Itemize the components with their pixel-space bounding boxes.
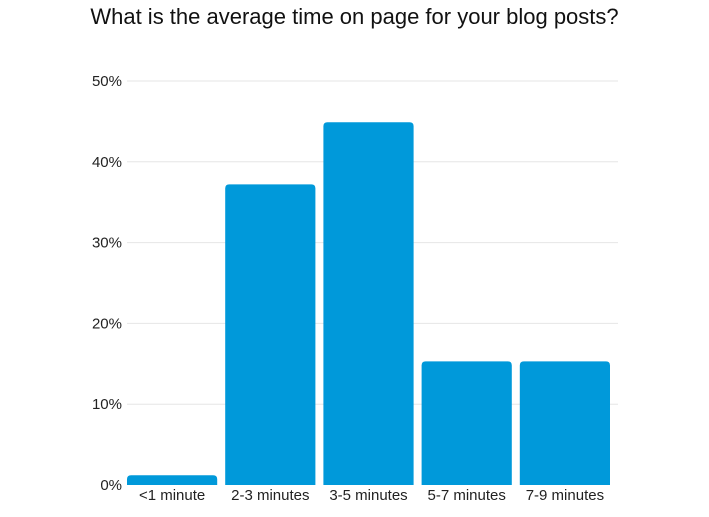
chart-title: What is the average time on page for you…	[90, 4, 619, 29]
x-category-label: <1 minute	[139, 487, 205, 504]
bar	[421, 361, 512, 485]
bars	[127, 122, 610, 485]
y-tick-label: 30%	[92, 235, 122, 252]
y-tick-label: 40%	[92, 154, 122, 171]
x-axis-labels: <1 minute 2-3 minutes 3-5 minutes 5-7 minut…	[139, 487, 604, 504]
y-tick-label: 0%	[100, 477, 122, 494]
bar	[225, 184, 316, 485]
x-category-label: 2-3 minutes	[231, 487, 309, 504]
bar	[519, 361, 610, 485]
y-tick-label: 10%	[92, 396, 122, 413]
x-category-label: 5-7 minutes	[428, 487, 506, 504]
y-tick-label: 20%	[92, 315, 122, 332]
bar	[323, 122, 414, 485]
x-category-label: 3-5 minutes	[329, 487, 407, 504]
x-category-label: 7-9 minutes	[526, 487, 604, 504]
y-tick-label: 50%	[92, 73, 122, 90]
y-axis-ticks: 0% 10% 20% 30% 40% 50%	[92, 73, 122, 494]
bar	[127, 475, 218, 485]
